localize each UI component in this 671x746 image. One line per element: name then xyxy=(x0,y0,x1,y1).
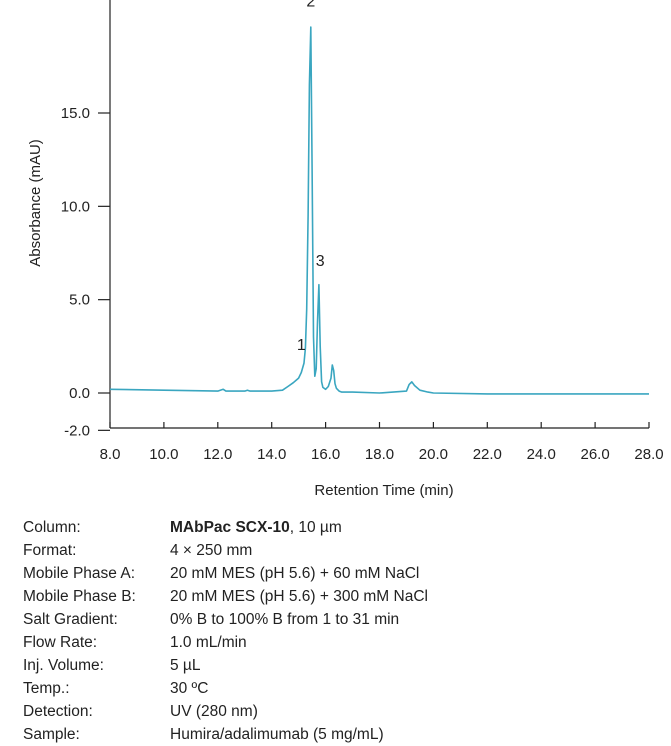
peak-label-3: 3 xyxy=(316,253,325,270)
x-tick-label: 22.0 xyxy=(473,446,502,463)
chart-labels: 1 2 3 xyxy=(297,0,325,354)
parameter-value-text: Humira/adalimumab (5 mg/mL) xyxy=(170,726,384,743)
parameter-row: Sample: Humira/adalimumab (5 mg/mL) xyxy=(23,723,428,746)
parameter-value: 1.0 mL/min xyxy=(170,631,247,654)
y-tick-label: -2.0 xyxy=(64,422,90,439)
peak-label-1: 1 xyxy=(297,337,306,354)
parameter-value-text: UV (280 nm) xyxy=(170,703,258,720)
x-tick-label: 24.0 xyxy=(527,446,556,463)
parameter-value-text: 5 µL xyxy=(170,657,201,674)
parameter-row: Inj. Volume: 5 µL xyxy=(23,654,428,677)
parameter-value-text: 20 mM MES (pH 5.6) + 60 mM NaCl xyxy=(170,565,420,582)
parameter-row: Mobile Phase A: 20 mM MES (pH 5.6) + 60 m… xyxy=(23,562,428,585)
x-tick-label: 12.0 xyxy=(203,446,232,463)
parameter-row: Flow Rate: 1.0 mL/min xyxy=(23,631,428,654)
parameter-label: Column: xyxy=(23,519,81,536)
x-tick-label: 20.0 xyxy=(419,446,448,463)
parameter-row: Mobile Phase B: 20 mM MES (pH 5.6) + 300 … xyxy=(23,585,428,608)
chart-marks xyxy=(109,26,649,395)
peak-label-2: 2 xyxy=(306,0,315,11)
parameter-label: Mobile Phase A: xyxy=(23,565,136,582)
parameter-value-text: 20 mM MES (pH 5.6) + 300 mM NaCl xyxy=(170,588,428,605)
x-tick-label: 16.0 xyxy=(311,446,340,463)
parameter-value-text: 1.0 mL/min xyxy=(170,634,247,651)
parameter-value-text: 4 × 250 mm xyxy=(170,542,253,559)
y-axis-title: Absorbance (mAU) xyxy=(27,139,44,267)
y-tick-label: 10.0 xyxy=(61,198,90,215)
parameter-row: Temp.: 30 ºC xyxy=(23,677,428,700)
parameter-row: Format: 4 × 250 mm xyxy=(23,539,428,562)
y-tick-label: 5.0 xyxy=(69,292,90,309)
parameter-value: 0% B to 100% B from 1 to 31 min xyxy=(170,608,399,631)
x-tick-label: 14.0 xyxy=(257,446,286,463)
parameter-value-text: 30 ºC xyxy=(170,680,209,697)
parameter-label: Flow Rate: xyxy=(23,634,98,651)
parameter-label: Format: xyxy=(23,542,77,559)
x-tick-label: 18.0 xyxy=(365,446,394,463)
parameter-value-bold: MAbPac SCX-10 xyxy=(170,519,290,536)
chromatogram-chart: 8.0 10.0 12.0 14.0 16.0 18.0 20.0 22.0 24.0 26.0 2… xyxy=(27,0,664,499)
parameter-row: Salt Gradient: 0% B to 100% B from 1 to 3… xyxy=(23,608,428,631)
parameter-label: Sample: xyxy=(23,726,80,743)
parameter-value: MAbPac SCX-10, 10 µm xyxy=(170,516,342,539)
x-tick-label: 28.0 xyxy=(634,446,663,463)
chromatogram-trace xyxy=(109,26,649,395)
parameter-row: Column: MAbPac SCX-10, 10 µm xyxy=(23,516,428,539)
parameter-label: Inj. Volume: xyxy=(23,657,104,674)
parameter-label: Temp.: xyxy=(23,680,70,697)
parameter-label: Salt Gradient: xyxy=(23,611,118,628)
x-axis-title: Retention Time (min) xyxy=(314,482,453,499)
parameter-value: 30 ºC xyxy=(170,677,208,700)
x-tick-label: 26.0 xyxy=(580,446,609,463)
parameter-value: Humira/adalimumab (5 mg/mL) xyxy=(170,723,384,746)
parameter-row: Detection: UV (280 nm) xyxy=(23,700,428,723)
parameter-value: UV (280 nm) xyxy=(170,700,258,723)
x-tick-label: 8.0 xyxy=(100,446,121,463)
method-parameters: Column: MAbPac SCX-10, 10 µm Format: 4 × 25… xyxy=(23,516,428,746)
parameter-label: Mobile Phase B: xyxy=(23,588,136,605)
parameter-value: 5 µL xyxy=(170,654,200,677)
y-tick-label: 0.0 xyxy=(69,385,90,402)
parameter-value: 20 mM MES (pH 5.6) + 300 mM NaCl xyxy=(170,585,428,608)
parameter-value: 20 mM MES (pH 5.6) + 60 mM NaCl xyxy=(170,562,419,585)
parameter-value-text: , 10 µm xyxy=(289,519,342,536)
x-tick-label: 10.0 xyxy=(149,446,178,463)
parameter-value: 4 × 250 mm xyxy=(170,539,252,562)
parameter-value-text: 0% B to 100% B from 1 to 31 min xyxy=(170,611,400,628)
parameter-label: Detection: xyxy=(23,703,93,720)
chart-axes: 8.0 10.0 12.0 14.0 16.0 18.0 20.0 22.0 24.0 26.0 2… xyxy=(61,0,664,463)
y-tick-label: 15.0 xyxy=(61,105,90,122)
